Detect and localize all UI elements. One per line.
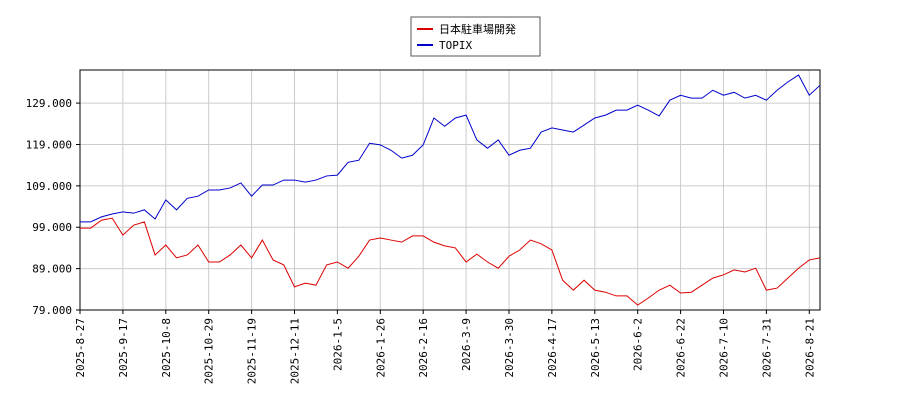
x-tick-label: 2026-3-9	[460, 318, 473, 371]
x-tick-label: 2025-12-11	[288, 318, 301, 384]
y-tick-label: 129.000	[26, 97, 72, 110]
x-tick-label: 2026-6-22	[675, 318, 688, 378]
x-tick-label: 2025-9-17	[117, 318, 130, 378]
y-tick-label: 119.000	[26, 138, 72, 151]
x-tick-label: 2026-7-31	[760, 318, 773, 378]
y-tick-label: 109.000	[26, 180, 72, 193]
y-tick-label: 99.000	[32, 221, 72, 234]
x-tick-label: 2026-5-13	[589, 318, 602, 378]
y-tick-label: 89.000	[32, 263, 72, 276]
series-line	[80, 217, 821, 306]
legend-label: 日本駐車場開発	[439, 22, 516, 36]
x-tick-label: 2025-10-8	[160, 318, 173, 378]
x-tick-label: 2026-2-16	[417, 318, 430, 378]
x-tick-label: 2026-4-17	[546, 318, 559, 378]
x-tick-label: 2025-10-29	[203, 318, 216, 384]
legend-label: TOPIX	[439, 39, 472, 52]
plot-frame	[79, 69, 821, 311]
x-tick-label: 2025-11-19	[246, 318, 259, 384]
x-tick-label: 2026-1-5	[331, 318, 344, 371]
y-tick-label: 79.000	[32, 304, 72, 317]
x-tick-label: 2025-8-27	[74, 318, 87, 378]
x-tick-label: 2026-7-10	[717, 318, 730, 378]
legend-box	[410, 16, 541, 57]
x-tick-label: 2026-1-26	[374, 318, 387, 378]
x-tick-label: 2026-3-30	[503, 318, 516, 378]
x-tick-label: 2026-8-21	[803, 318, 816, 378]
series-line	[80, 74, 821, 223]
x-tick-label: 2026-6-2	[632, 318, 645, 371]
